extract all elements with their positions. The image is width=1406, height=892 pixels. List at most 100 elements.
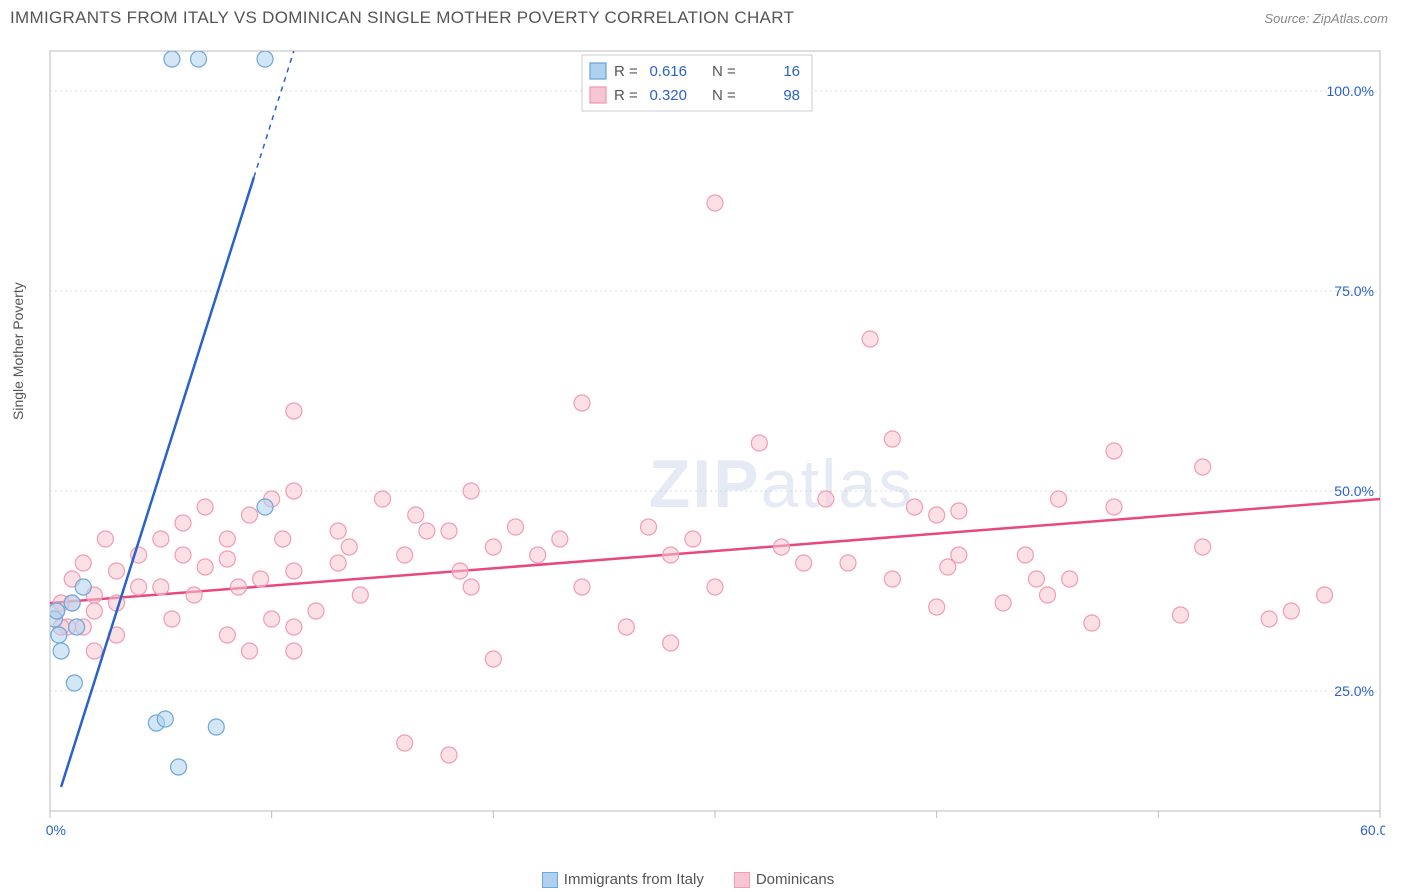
data-point: [219, 627, 235, 643]
data-point: [441, 523, 457, 539]
data-point: [508, 519, 524, 535]
trend-line: [61, 177, 254, 787]
legend-n-label: N =: [712, 87, 736, 104]
data-point: [663, 547, 679, 563]
data-point: [1261, 611, 1277, 627]
data-point: [995, 595, 1011, 611]
data-point: [257, 499, 273, 515]
data-point: [463, 579, 479, 595]
data-point: [75, 579, 91, 595]
data-point: [51, 627, 67, 643]
data-point: [64, 595, 80, 611]
watermark: ZIPatlas: [649, 446, 914, 522]
legend-r-label: R =: [614, 63, 638, 80]
data-point: [86, 603, 102, 619]
data-point: [774, 539, 790, 555]
data-point: [1195, 539, 1211, 555]
data-point: [330, 523, 346, 539]
data-point: [164, 611, 180, 627]
bottom-legend: Immigrants from Italy Dominicans: [0, 870, 1406, 888]
data-point: [175, 547, 191, 563]
data-point: [375, 491, 391, 507]
chart-container: 25.0%50.0%75.0%100.0%0.0%60.0%ZIPatlasR …: [45, 46, 1406, 836]
data-point: [109, 563, 125, 579]
data-point: [153, 531, 169, 547]
data-point: [485, 651, 501, 667]
data-point: [840, 555, 856, 571]
trend-line-dash: [254, 51, 294, 177]
data-point: [131, 579, 147, 595]
data-point: [1040, 587, 1056, 603]
data-point: [663, 635, 679, 651]
y-tick-label: 25.0%: [1334, 683, 1374, 699]
data-point: [1084, 615, 1100, 631]
legend-swatch: [590, 87, 606, 103]
data-point: [574, 395, 590, 411]
data-point: [1028, 571, 1044, 587]
data-point: [275, 531, 291, 547]
scatter-chart: 25.0%50.0%75.0%100.0%0.0%60.0%ZIPatlasR …: [45, 46, 1385, 836]
data-point: [352, 587, 368, 603]
chart-title: IMMIGRANTS FROM ITALY VS DOMINICAN SINGL…: [10, 8, 794, 28]
data-point: [330, 555, 346, 571]
data-point: [818, 491, 834, 507]
data-point: [574, 579, 590, 595]
data-point: [485, 539, 501, 555]
legend-r-value: 0.616: [649, 63, 687, 80]
y-axis-label: Single Mother Poverty: [10, 282, 26, 420]
y-tick-label: 50.0%: [1334, 483, 1374, 499]
data-point: [751, 435, 767, 451]
legend-n-value: 16: [783, 63, 800, 80]
data-point: [264, 611, 280, 627]
data-point: [242, 643, 258, 659]
data-point: [49, 603, 65, 619]
legend-n-label: N =: [712, 63, 736, 80]
data-point: [286, 483, 302, 499]
data-point: [1062, 571, 1078, 587]
data-point: [884, 431, 900, 447]
data-point: [552, 531, 568, 547]
data-point: [286, 403, 302, 419]
data-point: [1017, 547, 1033, 563]
data-point: [641, 519, 657, 535]
data-point: [929, 507, 945, 523]
y-tick-label: 100.0%: [1327, 83, 1374, 99]
data-point: [463, 483, 479, 499]
data-point: [230, 579, 246, 595]
y-tick-label: 75.0%: [1334, 283, 1374, 299]
data-point: [197, 559, 213, 575]
data-point: [419, 523, 435, 539]
x-tick-label: 60.0%: [1360, 822, 1385, 836]
data-point: [707, 579, 723, 595]
data-point: [907, 499, 923, 515]
data-point: [286, 619, 302, 635]
data-point: [286, 563, 302, 579]
legend-label: Dominicans: [756, 871, 834, 888]
legend-swatch: [542, 872, 558, 888]
data-point: [257, 51, 273, 67]
data-point: [397, 547, 413, 563]
data-point: [884, 571, 900, 587]
data-point: [219, 551, 235, 567]
data-point: [1106, 443, 1122, 459]
data-point: [66, 675, 82, 691]
legend-label: Immigrants from Italy: [564, 871, 704, 888]
data-point: [53, 643, 69, 659]
data-point: [171, 759, 187, 775]
data-point: [1173, 607, 1189, 623]
data-point: [951, 547, 967, 563]
legend-n-value: 98: [783, 87, 800, 104]
data-point: [685, 531, 701, 547]
data-point: [208, 719, 224, 735]
data-point: [175, 515, 191, 531]
data-point: [929, 599, 945, 615]
data-point: [341, 539, 357, 555]
data-point: [1195, 459, 1211, 475]
data-point: [707, 195, 723, 211]
data-point: [164, 51, 180, 67]
legend-r-value: 0.320: [649, 87, 687, 104]
data-point: [618, 619, 634, 635]
data-point: [441, 747, 457, 763]
data-point: [191, 51, 207, 67]
data-point: [796, 555, 812, 571]
